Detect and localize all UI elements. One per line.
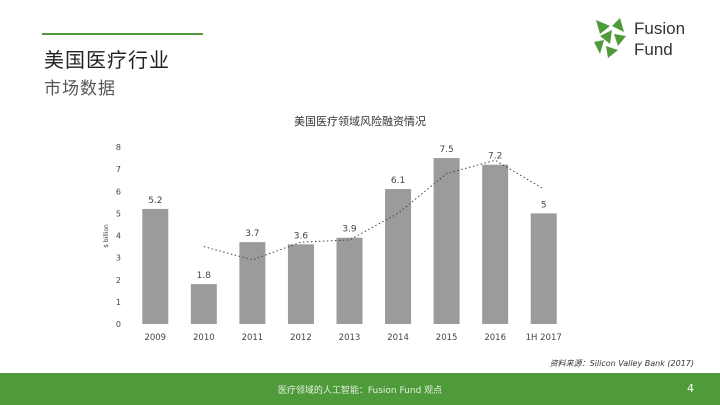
logo-line2: Fund	[634, 40, 673, 59]
title-rule	[42, 33, 203, 35]
source-note: 资料来源：Silicon Valley Bank (2017)	[549, 359, 694, 368]
data-label: 3.9	[342, 225, 357, 235]
footer-text: 医疗领域的人工智能：Fusion Fund 观点	[277, 386, 443, 396]
y-tick-label: 8	[116, 143, 121, 152]
x-tick-label: 2014	[387, 333, 409, 343]
data-label: 3.7	[245, 229, 259, 239]
bar-2011	[239, 242, 266, 324]
y-axis-label: $ billion	[103, 224, 110, 248]
fusion-fund-logo-icon	[594, 18, 626, 58]
data-label: 1.8	[197, 271, 212, 281]
x-tick-label: 2009	[144, 333, 166, 343]
y-tick-label: 7	[116, 165, 121, 174]
data-label: 6.1	[391, 176, 405, 186]
y-tick-label: 1	[116, 298, 121, 307]
bar-2012	[287, 244, 314, 324]
bar-2010	[190, 284, 217, 324]
logo-line1: Fusion	[634, 19, 686, 38]
data-label: 7.5	[439, 145, 453, 155]
bar-1h-2017	[530, 213, 557, 324]
data-label: 7.2	[488, 152, 502, 162]
fusion-fund-logo: Fusion Fund	[590, 16, 700, 64]
data-label: 3.6	[294, 231, 309, 241]
page-number: 4	[687, 382, 694, 395]
bar-2015	[433, 158, 460, 324]
x-tick-label: 2010	[193, 333, 215, 343]
y-tick-label: 3	[116, 254, 121, 263]
page-subtitle: 市场数据	[44, 79, 116, 99]
bar-2016	[482, 164, 509, 324]
bar-2013	[336, 237, 363, 324]
x-tick-label: 2012	[290, 333, 312, 343]
bar-2014	[385, 189, 412, 324]
page-title: 美国医疗行业	[44, 48, 170, 72]
y-tick-label: 4	[116, 232, 121, 241]
x-tick-label: 2011	[242, 333, 264, 343]
footer-bar: 医疗领域的人工智能：Fusion Fund 观点 4	[0, 373, 720, 405]
y-tick-label: 6	[116, 187, 121, 196]
y-tick-label: 0	[116, 320, 121, 329]
data-label: 5.2	[148, 196, 162, 206]
x-tick-label: 2015	[436, 333, 458, 343]
bar-chart: 0 1 2 3 4 5 6 7 8 $ billion 5.2 2009 1.8 2010 3.7 2011 3…	[103, 143, 562, 343]
x-tick-label: 2016	[484, 333, 506, 343]
data-label: 5	[541, 200, 547, 210]
chart-title: 美国医疗领域风险融资情况	[294, 115, 426, 128]
x-tick-label: 2013	[339, 333, 361, 343]
x-tick-label: 1H 2017	[526, 333, 562, 343]
y-tick-label: 5	[116, 209, 121, 218]
y-tick-label: 2	[116, 276, 121, 285]
bar-2009	[142, 208, 169, 324]
